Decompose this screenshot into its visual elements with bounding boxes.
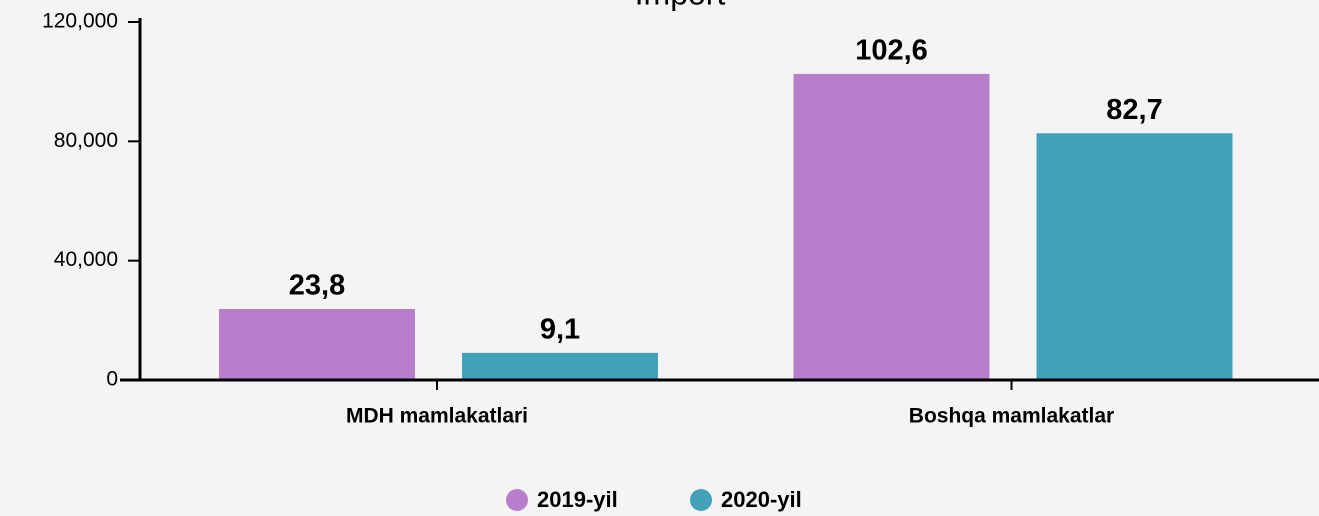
bar — [1036, 133, 1233, 380]
legend-label: 2019-yil — [537, 487, 618, 512]
bar — [793, 73, 990, 380]
bar — [462, 352, 658, 380]
legend-label: 2020-yil — [721, 487, 802, 512]
value-label: 102,6 — [855, 35, 928, 67]
x-tick-label: MDH mamlakatlari — [346, 405, 528, 428]
y-tick-label: 40,000 — [54, 248, 118, 271]
legend-swatch — [690, 489, 712, 511]
chart-title: Import — [635, 0, 726, 11]
value-label: 82,7 — [1106, 94, 1162, 126]
y-tick-label: 80,000 — [54, 129, 118, 152]
value-label: 23,8 — [289, 270, 345, 302]
y-tick-label: 0 — [106, 368, 118, 391]
x-tick-label: Boshqa mamlakatlar — [909, 405, 1114, 428]
legend-swatch — [506, 489, 528, 511]
bar — [219, 308, 415, 380]
value-label: 9,1 — [540, 314, 580, 346]
y-tick-label: 120,000 — [42, 10, 118, 33]
